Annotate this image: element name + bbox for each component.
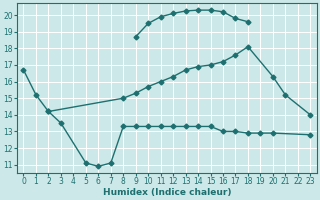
X-axis label: Humidex (Indice chaleur): Humidex (Indice chaleur): [103, 188, 231, 197]
